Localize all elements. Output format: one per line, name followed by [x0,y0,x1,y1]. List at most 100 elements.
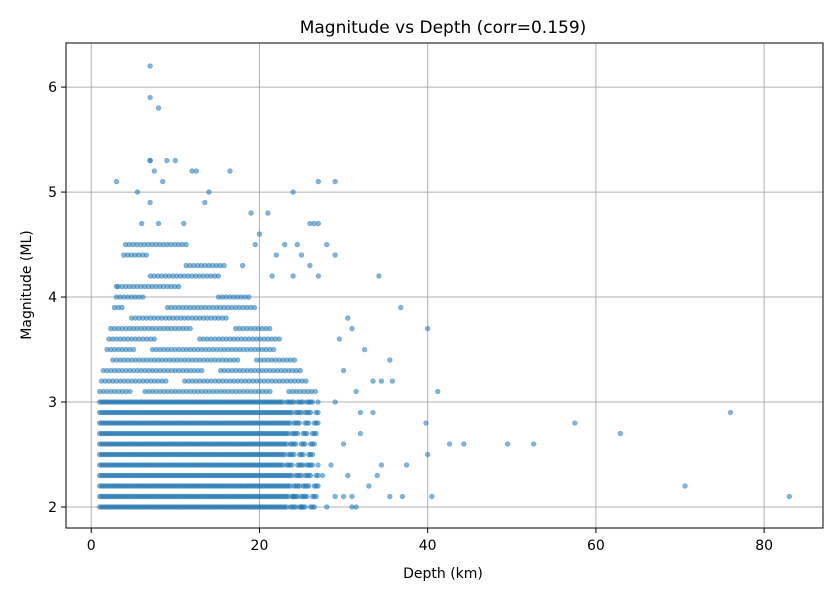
data-point [151,336,158,342]
data-point [315,178,322,185]
data-point [239,262,246,269]
data-point [269,273,275,279]
data-point [134,189,141,195]
data-point [504,441,511,447]
data-point [183,241,189,248]
data-point [315,472,321,479]
data-point [298,504,305,510]
data-point [324,504,330,510]
data-point [313,430,319,437]
data-point [147,199,153,206]
data-point [119,304,125,311]
data-point [530,441,537,447]
x-tick-label: 20 [251,538,269,554]
data-point [251,304,258,311]
data-point [423,420,429,426]
x-tick-label: 40 [419,538,437,554]
data-point [281,241,288,248]
data-point [376,273,382,279]
data-point [311,504,317,510]
data-point [461,441,467,447]
data-point [306,420,312,426]
data-point [307,409,314,416]
data-point [345,472,351,479]
data-point [151,168,158,174]
data-point [311,220,317,227]
data-point [234,357,241,363]
data-point [315,273,322,279]
y-tick-label: 2 [48,500,57,516]
data-point [446,441,453,447]
data-point [223,315,229,321]
data-point [199,367,205,374]
data-point [155,220,162,227]
data-point [374,472,380,479]
data-point [727,409,734,416]
data-point [202,199,208,206]
data-point [399,493,406,500]
data-point [309,451,316,458]
x-tick-label: 80 [755,538,773,554]
data-point [357,409,364,416]
data-point [307,262,313,269]
data-point [289,462,295,468]
data-point [435,388,441,395]
data-point [424,325,431,332]
data-point [332,493,338,500]
y-tick-label: 4 [48,290,57,306]
data-point [315,399,321,405]
data-point [147,94,153,101]
data-point [349,493,355,500]
data-point [315,462,321,468]
data-point [366,483,372,489]
data-point [361,346,368,353]
data-point [340,441,347,447]
data-point [357,430,364,437]
data-point [387,357,393,363]
data-point [378,378,385,384]
data-point [332,178,338,185]
data-point [297,367,303,374]
data-point [256,231,263,237]
data-points [96,63,793,510]
data-point [307,472,314,479]
data-point [303,378,309,384]
data-point [332,252,338,258]
data-point [187,325,193,332]
data-point [164,157,170,164]
data-point [298,252,305,258]
data-point [290,493,296,500]
data-point [340,493,347,500]
data-point [315,409,321,416]
data-point [617,430,623,437]
data-point [353,504,359,510]
data-point [572,420,578,426]
data-point [215,273,222,279]
data-point [265,210,271,216]
data-point [290,189,296,195]
data-point [682,483,688,489]
plot-frame [65,42,824,529]
data-point [304,493,310,500]
data-point [370,378,376,384]
data-point [291,451,297,458]
data-point [332,399,338,405]
data-point [319,472,326,479]
x-axis-ticks: 0 20 40 60 80 [87,528,773,554]
data-point [172,157,179,164]
data-point [130,346,137,353]
data-point [336,336,343,342]
data-point [424,451,431,458]
data-point [248,210,254,216]
data-point [143,252,150,258]
data-point [345,315,351,321]
data-point [349,325,355,332]
data-point [193,168,200,174]
data-point [294,241,301,248]
data-point [296,420,303,426]
x-tick-label: 0 [87,538,96,554]
x-tick-label: 60 [587,538,605,554]
data-point [113,178,120,185]
y-axis-label: Magnitude (ML) [19,230,35,339]
